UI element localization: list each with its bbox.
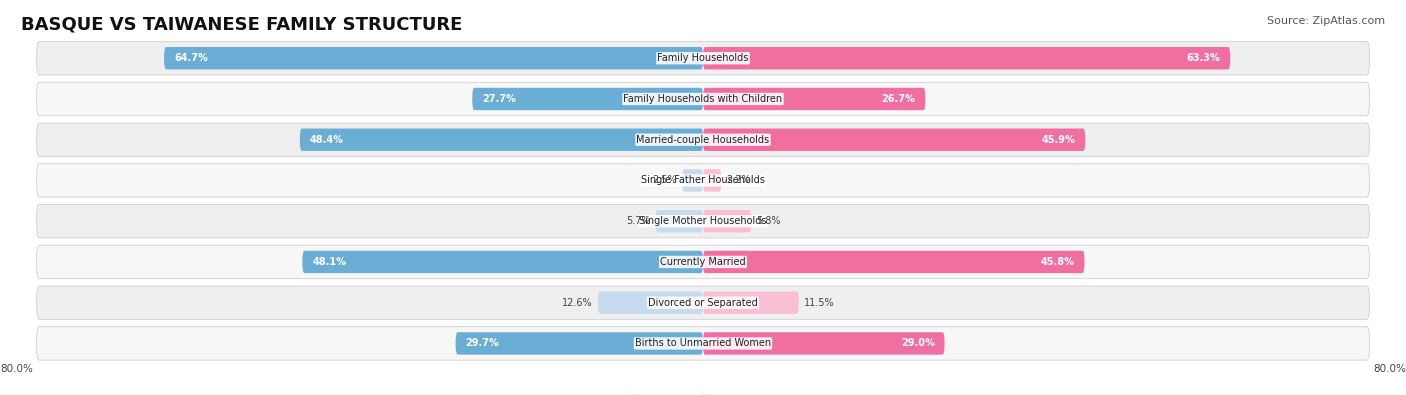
- FancyBboxPatch shape: [302, 251, 703, 273]
- FancyBboxPatch shape: [165, 47, 703, 70]
- FancyBboxPatch shape: [703, 88, 925, 110]
- FancyBboxPatch shape: [703, 47, 1230, 70]
- Text: Family Households: Family Households: [658, 53, 748, 63]
- FancyBboxPatch shape: [456, 332, 703, 355]
- Text: 5.7%: 5.7%: [626, 216, 651, 226]
- Text: 48.1%: 48.1%: [312, 257, 346, 267]
- Text: 11.5%: 11.5%: [804, 298, 834, 308]
- FancyBboxPatch shape: [37, 205, 1369, 238]
- FancyBboxPatch shape: [37, 82, 1369, 116]
- FancyBboxPatch shape: [655, 210, 703, 232]
- Text: 45.8%: 45.8%: [1040, 257, 1074, 267]
- FancyBboxPatch shape: [703, 332, 945, 355]
- FancyBboxPatch shape: [598, 292, 703, 314]
- Text: 80.0%: 80.0%: [0, 364, 32, 374]
- Text: 5.8%: 5.8%: [756, 216, 780, 226]
- Text: 2.5%: 2.5%: [652, 175, 678, 186]
- Text: 45.9%: 45.9%: [1042, 135, 1076, 145]
- FancyBboxPatch shape: [37, 41, 1369, 75]
- FancyBboxPatch shape: [37, 123, 1369, 156]
- Text: 63.3%: 63.3%: [1187, 53, 1220, 63]
- Legend: Basque, Taiwanese: Basque, Taiwanese: [626, 391, 780, 395]
- Text: Single Mother Households: Single Mother Households: [640, 216, 766, 226]
- FancyBboxPatch shape: [703, 169, 721, 192]
- Text: 48.4%: 48.4%: [309, 135, 343, 145]
- Text: 64.7%: 64.7%: [174, 53, 208, 63]
- Text: Single Father Households: Single Father Households: [641, 175, 765, 186]
- Text: 27.7%: 27.7%: [482, 94, 516, 104]
- Text: Births to Unmarried Women: Births to Unmarried Women: [636, 339, 770, 348]
- Text: Family Households with Children: Family Households with Children: [623, 94, 783, 104]
- Text: 12.6%: 12.6%: [562, 298, 593, 308]
- Text: 29.0%: 29.0%: [901, 339, 935, 348]
- Text: Married-couple Households: Married-couple Households: [637, 135, 769, 145]
- Text: 29.7%: 29.7%: [465, 339, 499, 348]
- FancyBboxPatch shape: [703, 251, 1084, 273]
- FancyBboxPatch shape: [472, 88, 703, 110]
- FancyBboxPatch shape: [37, 327, 1369, 360]
- FancyBboxPatch shape: [682, 169, 703, 192]
- Text: 26.7%: 26.7%: [882, 94, 915, 104]
- FancyBboxPatch shape: [299, 128, 703, 151]
- FancyBboxPatch shape: [37, 245, 1369, 278]
- FancyBboxPatch shape: [703, 292, 799, 314]
- FancyBboxPatch shape: [703, 128, 1085, 151]
- Text: Divorced or Separated: Divorced or Separated: [648, 298, 758, 308]
- FancyBboxPatch shape: [37, 286, 1369, 320]
- FancyBboxPatch shape: [37, 164, 1369, 197]
- Text: 2.2%: 2.2%: [727, 175, 751, 186]
- Text: BASQUE VS TAIWANESE FAMILY STRUCTURE: BASQUE VS TAIWANESE FAMILY STRUCTURE: [21, 16, 463, 34]
- Text: 80.0%: 80.0%: [1374, 364, 1406, 374]
- Text: Currently Married: Currently Married: [661, 257, 745, 267]
- FancyBboxPatch shape: [703, 210, 751, 232]
- Text: Source: ZipAtlas.com: Source: ZipAtlas.com: [1267, 16, 1385, 26]
